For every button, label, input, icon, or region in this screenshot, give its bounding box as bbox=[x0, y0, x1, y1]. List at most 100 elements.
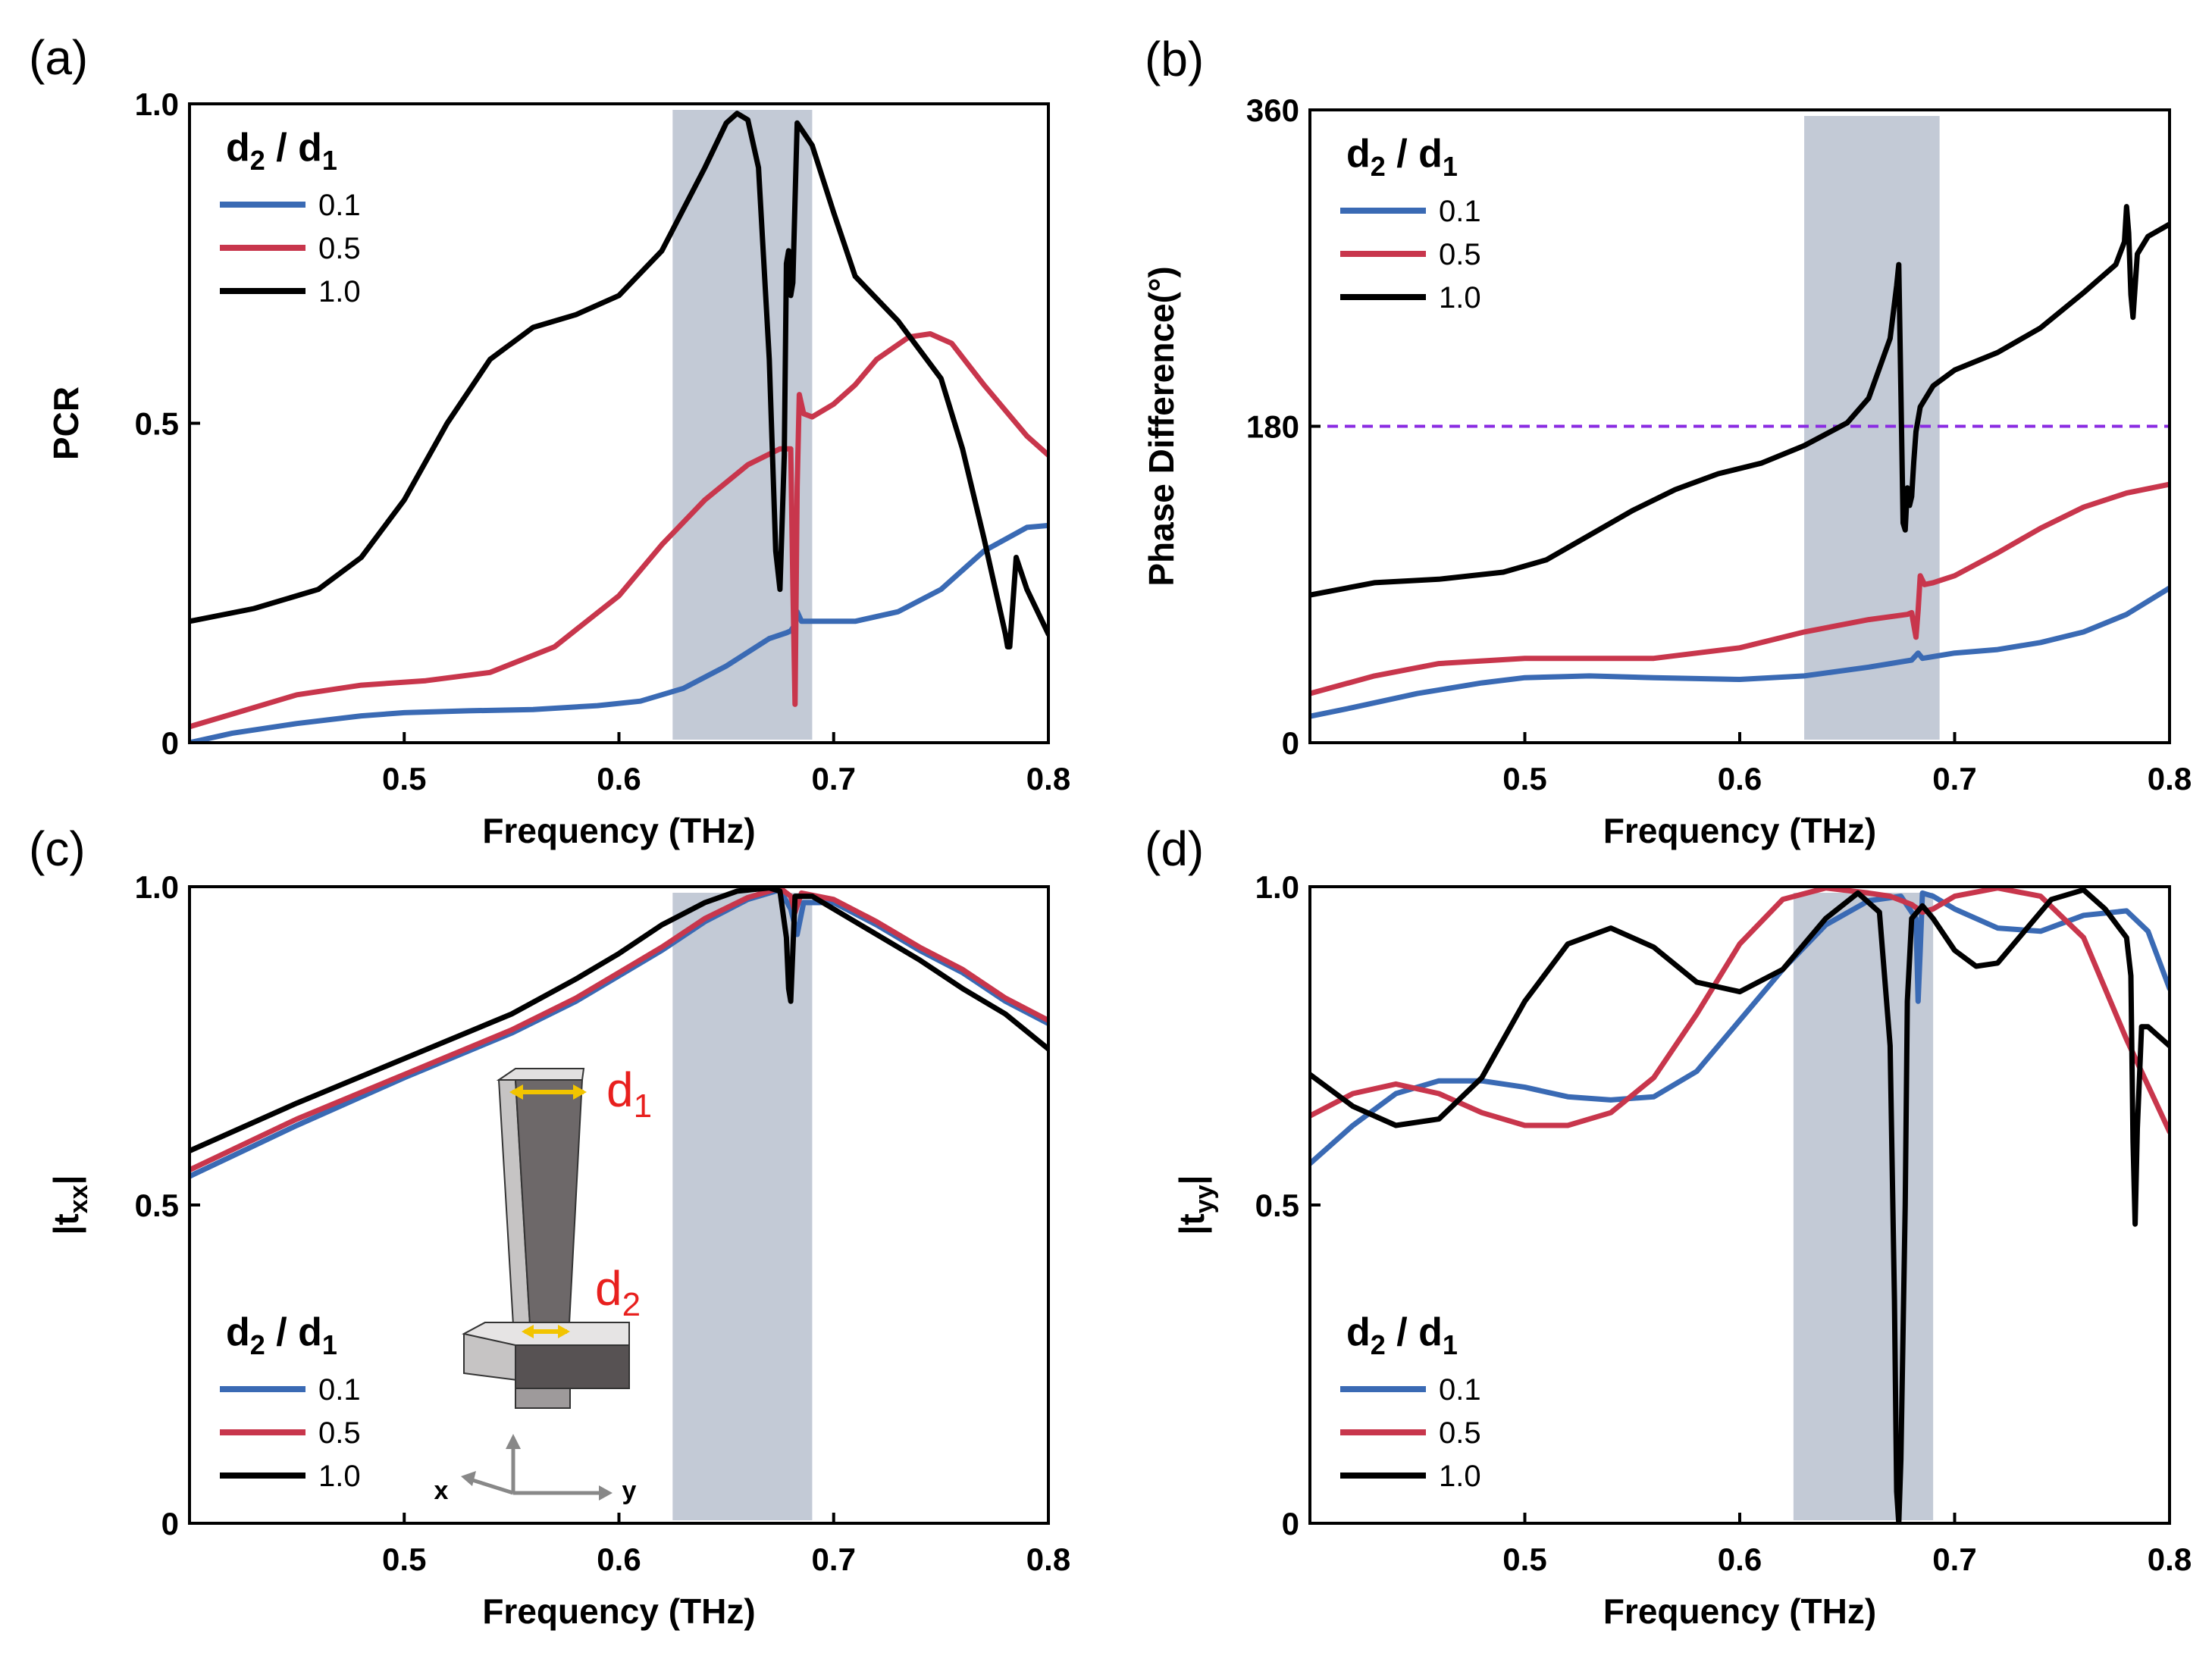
base-stub bbox=[515, 1388, 571, 1409]
legend-title-d: d bbox=[226, 126, 250, 170]
legend-title-d: d bbox=[226, 1310, 250, 1354]
legend-entry-0.5: 0.5 bbox=[1439, 1416, 1481, 1450]
legend-title-sub: 1 bbox=[1443, 151, 1458, 182]
d2-arrow-head-right bbox=[558, 1325, 570, 1338]
x-tick-label: 0.8 bbox=[2148, 1541, 2192, 1577]
axis-x-head bbox=[461, 1471, 476, 1486]
legend-entry-0.5: 0.5 bbox=[318, 1416, 361, 1450]
label-d1-main: d bbox=[606, 1063, 634, 1117]
x-axis-label: Frequency (THz) bbox=[1603, 811, 1876, 850]
y-axis-label-main: Phase Difference(°) bbox=[1142, 266, 1181, 586]
legend-entry-0.1: 0.1 bbox=[1439, 1373, 1481, 1407]
legend-entry-1.0: 1.0 bbox=[318, 1460, 361, 1493]
legend-title: d2 / d1 bbox=[1346, 1310, 1458, 1360]
axis-x-label: x bbox=[434, 1476, 449, 1505]
legend-entry-0.1: 0.1 bbox=[318, 189, 361, 222]
y-tick-label: 1.0 bbox=[1255, 869, 1299, 905]
y-tick-label: 0 bbox=[161, 1506, 179, 1541]
pillar-top bbox=[496, 1068, 585, 1081]
legend: d2 / d1 0.1 0.5 1.0 bbox=[220, 1310, 361, 1493]
axis-z-head bbox=[506, 1434, 521, 1449]
d1-arrow-head-left bbox=[509, 1084, 523, 1100]
panel-a: (a) 0.5 0.6 0.7 0.8 0 0.5 1.0 Frequency (THz) PCR… bbox=[29, 30, 1070, 850]
legend-title-sep: / d bbox=[265, 1310, 322, 1354]
y-tick-label: 0 bbox=[1282, 1506, 1299, 1541]
d1-arrow-head-right bbox=[573, 1084, 587, 1100]
y-axis-label-sub: yy bbox=[1190, 1185, 1219, 1213]
label-d1-sub: 1 bbox=[634, 1088, 652, 1125]
label-d2-sub: 2 bbox=[622, 1286, 641, 1323]
x-tick-label: 0.5 bbox=[382, 1541, 426, 1577]
y-axis-label: |tyy| bbox=[1172, 1175, 1219, 1235]
axis-y-head bbox=[599, 1485, 613, 1501]
panel-label: (d) bbox=[1145, 822, 1204, 876]
y-axis-label-main: |t bbox=[46, 1213, 86, 1235]
y-axis-label-end: | bbox=[1172, 1175, 1211, 1185]
panel-label: (a) bbox=[29, 30, 88, 85]
legend-title-sep: / d bbox=[1386, 1310, 1443, 1354]
x-tick-label: 0.6 bbox=[597, 1541, 641, 1577]
panel-b: (b) 0.5 0.6 0.7 0.8 0 180 360 Frequency (THz) Pha… bbox=[1142, 32, 2192, 850]
legend-title-sub: 2 bbox=[250, 145, 265, 176]
d2-arrow-head-left bbox=[522, 1325, 534, 1338]
legend-title-sub: 2 bbox=[1371, 151, 1386, 182]
x-axis-label: Frequency (THz) bbox=[482, 1591, 755, 1631]
x-tick-label: 0.8 bbox=[1026, 761, 1070, 797]
series-line-0.5 bbox=[190, 887, 1048, 1173]
y-tick-label: 1.0 bbox=[135, 86, 179, 122]
x-axis-label: Frequency (THz) bbox=[1603, 1591, 1876, 1631]
legend-title-sub: 2 bbox=[250, 1329, 265, 1360]
x-tick-label: 0.8 bbox=[1026, 1541, 1070, 1577]
y-axis-label: |txx| bbox=[46, 1175, 93, 1235]
series-line-1.0 bbox=[190, 887, 1048, 1154]
legend-title-d: d bbox=[1346, 132, 1371, 176]
y-tick-label: 0.5 bbox=[1255, 1188, 1299, 1223]
x-tick-label: 0.5 bbox=[382, 761, 426, 797]
panel-label: (c) bbox=[29, 822, 86, 876]
y-axis-label-end: | bbox=[46, 1175, 86, 1185]
y-axis-label-main: PCR bbox=[46, 387, 86, 460]
legend-title-sep: / d bbox=[1386, 132, 1443, 176]
legend: d2 / d1 0.1 0.5 1.0 bbox=[1340, 1310, 1481, 1493]
series-line-1.0 bbox=[190, 111, 1048, 649]
legend-title-sep: / d bbox=[265, 126, 322, 170]
y-tick-label: 180 bbox=[1246, 409, 1299, 445]
legend-title-sub: 1 bbox=[322, 145, 337, 176]
series-line-0.1 bbox=[190, 887, 1048, 1179]
y-tick-label: 0 bbox=[1282, 725, 1299, 761]
x-tick-label: 0.5 bbox=[1502, 1541, 1546, 1577]
legend-entry-0.5: 0.5 bbox=[318, 232, 361, 265]
legend-title-sub: 2 bbox=[1371, 1329, 1386, 1360]
x-axis-label: Frequency (THz) bbox=[482, 811, 755, 850]
highlight-band bbox=[1793, 893, 1934, 1520]
label-d2-main: d bbox=[595, 1261, 622, 1316]
y-tick-label: 1.0 bbox=[135, 869, 179, 905]
legend-title: d2 / d1 bbox=[226, 126, 337, 176]
axis-x bbox=[469, 1477, 514, 1495]
axis-y-label: y bbox=[622, 1476, 637, 1505]
x-tick-label: 0.8 bbox=[2148, 761, 2192, 797]
series-line-0.1 bbox=[1310, 585, 2170, 719]
y-tick-label: 0.5 bbox=[135, 406, 179, 442]
x-tick-label: 0.5 bbox=[1502, 761, 1546, 797]
series-line-0.1 bbox=[190, 522, 1048, 743]
legend-title-d: d bbox=[1346, 1310, 1371, 1354]
legend: d2 / d1 0.1 0.5 1.0 bbox=[1340, 132, 1481, 315]
panel-label: (b) bbox=[1145, 32, 1204, 86]
legend-entry-1.0: 1.0 bbox=[318, 275, 361, 308]
legend-entry-0.1: 0.1 bbox=[1439, 195, 1481, 228]
x-tick-label: 0.7 bbox=[812, 761, 856, 797]
legend-title-sub: 1 bbox=[322, 1329, 337, 1360]
label-d2: d2 bbox=[595, 1261, 641, 1323]
series-line-0.1 bbox=[1310, 890, 2170, 1166]
base-front bbox=[515, 1344, 630, 1389]
x-tick-label: 0.6 bbox=[1718, 761, 1762, 797]
x-tick-label: 0.7 bbox=[812, 1541, 856, 1577]
legend-entry-0.1: 0.1 bbox=[318, 1373, 361, 1407]
label-d1: d1 bbox=[606, 1063, 652, 1125]
y-axis-label-main: |t bbox=[1172, 1213, 1211, 1235]
y-axis-label: Phase Difference(°) bbox=[1142, 266, 1181, 586]
